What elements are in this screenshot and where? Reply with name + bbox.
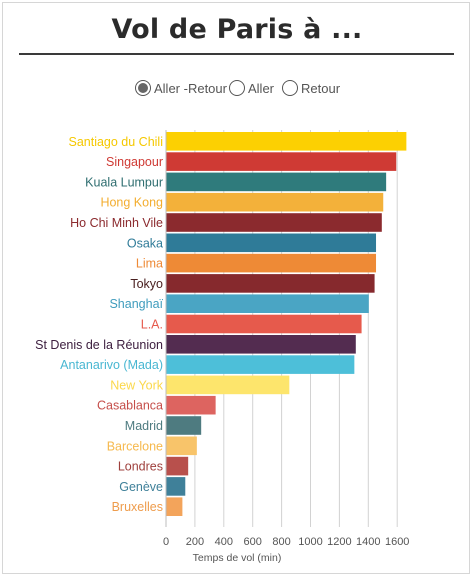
x-axis-title: Temps de vol (min) (193, 552, 282, 564)
radio-label: Retour (301, 80, 341, 96)
direction-filter: Aller -Retour Aller Retour (0, 80, 474, 104)
category-label: Antanarivo (Mada) (60, 358, 163, 372)
bar (166, 456, 189, 476)
bar (166, 132, 407, 151)
bar (166, 253, 377, 273)
category-label: Ho Chi Minh Vile (70, 216, 163, 230)
category-label: L.A. (141, 318, 163, 332)
radio-label: Aller (248, 80, 275, 96)
bar (166, 375, 290, 395)
radio-retour[interactable]: Retour (282, 80, 340, 96)
category-label: Bruxelles (112, 500, 163, 514)
bar (166, 213, 382, 232)
category-label: Casablanca (97, 399, 163, 413)
category-label: Singapour (106, 155, 163, 169)
bar (166, 152, 397, 171)
category-label: Barcelone (107, 439, 163, 453)
bar (166, 497, 183, 516)
bar (166, 436, 197, 456)
category-label: Genève (119, 480, 163, 494)
bar (166, 294, 369, 313)
x-tick-label: 1000 (298, 536, 322, 548)
bar (166, 355, 355, 374)
radio-circle-icon[interactable] (135, 80, 151, 96)
bar (166, 477, 186, 496)
category-label: Kuala Lumpur (85, 175, 163, 189)
category-label: Tokyo (130, 277, 163, 291)
page-title: Vol de Paris à ... (111, 14, 363, 45)
bar (166, 233, 377, 253)
category-label: Santiago du Chili (68, 135, 163, 149)
category-label: Londres (118, 460, 163, 474)
title-underline (19, 53, 454, 55)
radio-circle-icon[interactable] (282, 80, 298, 96)
bar (166, 172, 387, 192)
category-label: Shanghaï (109, 297, 163, 311)
radio-aller[interactable]: Aller (229, 80, 274, 96)
x-tick-label: 800 (272, 536, 290, 548)
x-tick-label: 600 (244, 536, 262, 548)
x-tick-label: 400 (215, 536, 233, 548)
x-tick-label: 1200 (327, 536, 351, 548)
category-label: St Denis de la Réunion (35, 338, 163, 352)
bar (166, 395, 216, 415)
x-tick-label: 200 (186, 536, 204, 548)
radio-selected-dot (138, 83, 148, 93)
chart-frame (2, 2, 470, 574)
radio-circle-icon[interactable] (229, 80, 245, 96)
category-label: Madrid (125, 419, 163, 433)
bar (166, 416, 202, 435)
category-label: Hong Kong (100, 196, 163, 210)
bar (166, 314, 362, 334)
radio-label: Aller -Retour (154, 80, 227, 96)
radio-aller-retour[interactable]: Aller -Retour (135, 80, 227, 96)
bar (166, 192, 384, 212)
x-tick-label: 0 (163, 536, 169, 548)
bar (166, 335, 356, 354)
x-tick-label: 1600 (385, 536, 409, 548)
bar (166, 274, 375, 293)
category-label: New York (110, 378, 164, 392)
category-label: Osaka (127, 236, 163, 250)
x-tick-label: 1400 (356, 536, 380, 548)
category-label: Lima (136, 257, 163, 271)
